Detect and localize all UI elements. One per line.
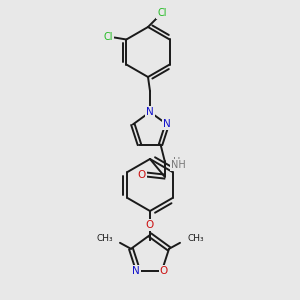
Text: O: O: [146, 220, 154, 230]
Text: CH₃: CH₃: [187, 234, 204, 243]
Text: NH: NH: [171, 160, 186, 170]
Text: CH₃: CH₃: [96, 234, 113, 243]
Text: N: N: [132, 266, 140, 276]
Text: O: O: [160, 266, 168, 276]
Text: Cl: Cl: [103, 32, 113, 43]
Text: O: O: [137, 169, 146, 180]
Text: H: H: [172, 157, 180, 166]
Text: N: N: [146, 107, 154, 117]
Text: N: N: [163, 119, 171, 129]
Text: Cl: Cl: [157, 8, 167, 18]
